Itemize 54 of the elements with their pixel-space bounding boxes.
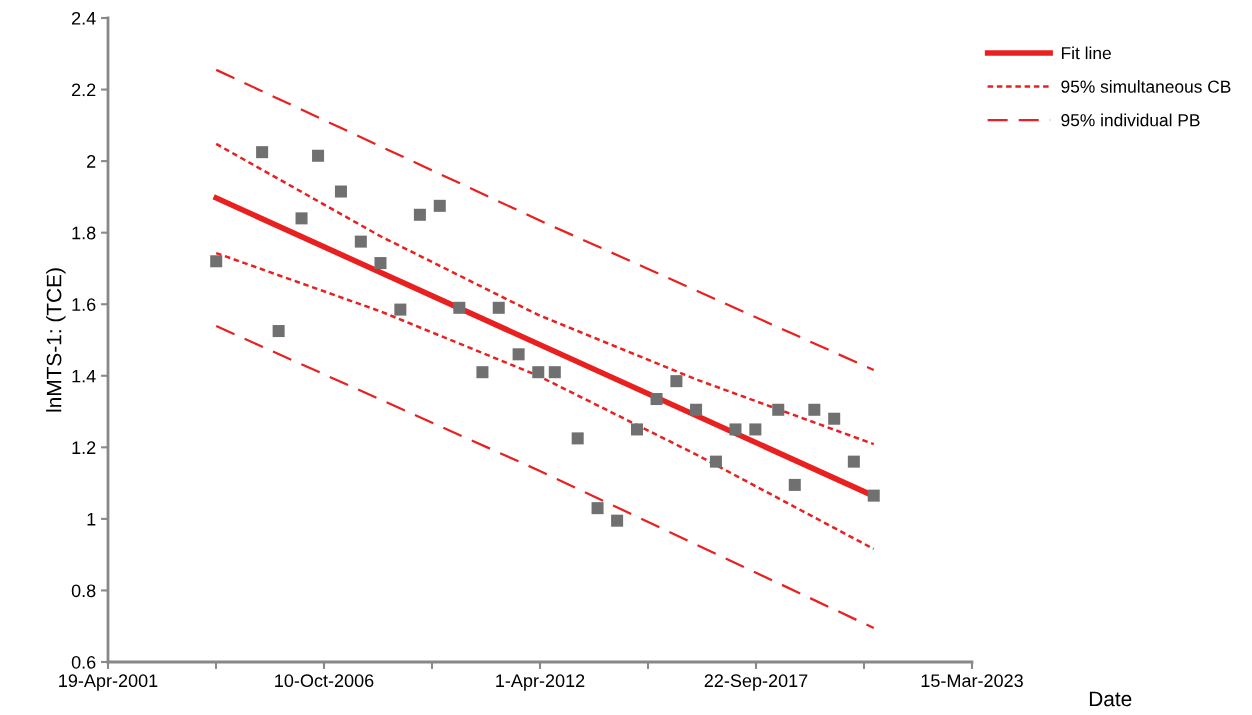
point (729, 423, 742, 436)
line-series (214, 142, 875, 446)
point (630, 423, 643, 436)
point (374, 257, 387, 270)
y-tick-label: 1.6 (72, 298, 96, 311)
point (847, 455, 860, 468)
point (492, 301, 505, 314)
point (788, 478, 801, 491)
point (512, 348, 525, 361)
point (532, 366, 545, 379)
point (772, 403, 785, 416)
y-tick-label: 1.2 (72, 441, 96, 454)
point (670, 375, 683, 388)
x-tick-label: 15-Mar-2023 (921, 674, 1023, 688)
y-tick-label: 1.4 (72, 369, 96, 383)
point (476, 366, 489, 379)
point (334, 185, 347, 198)
point (256, 146, 269, 159)
point (548, 366, 561, 379)
y-tick-label: 2.4 (72, 11, 96, 25)
legend-label: 95% individual PB (1061, 113, 1200, 127)
y-tick-label: 1 (87, 513, 96, 526)
point (828, 412, 841, 425)
point (690, 403, 703, 416)
point (611, 514, 624, 527)
y-tick-label: 2.2 (72, 83, 96, 97)
x-tick-label: 1-Apr-2012 (496, 674, 585, 691)
x-tick-label: 10-Oct-2006 (275, 674, 374, 688)
x-tick-label: 19-Apr-2001 (59, 674, 158, 691)
legend-label: Fit line (1061, 46, 1111, 60)
point (808, 403, 821, 416)
point (413, 208, 426, 221)
point (591, 502, 604, 515)
point (867, 489, 880, 502)
point (571, 432, 584, 445)
x-tick-label: 22-Sep-2017 (704, 674, 808, 691)
point (709, 455, 722, 468)
point (749, 423, 762, 436)
y-tick-label: 1.8 (72, 226, 96, 240)
point (394, 303, 407, 316)
point (210, 255, 223, 268)
y-axis-title: lnMTS-1: (TCE) (46, 268, 66, 412)
point (453, 301, 466, 314)
y-tick-label: 0.6 (71, 655, 96, 669)
point (312, 149, 325, 162)
y-tick-label: 0.8 (71, 584, 96, 598)
y-tick-label: 2 (87, 155, 96, 168)
point (295, 212, 308, 225)
point (433, 199, 446, 212)
point (650, 393, 663, 406)
x-axis-title: Date (1089, 691, 1132, 707)
point (354, 235, 367, 248)
point (272, 325, 285, 338)
legend-label: 95% simultaneous CB (1061, 80, 1231, 93)
